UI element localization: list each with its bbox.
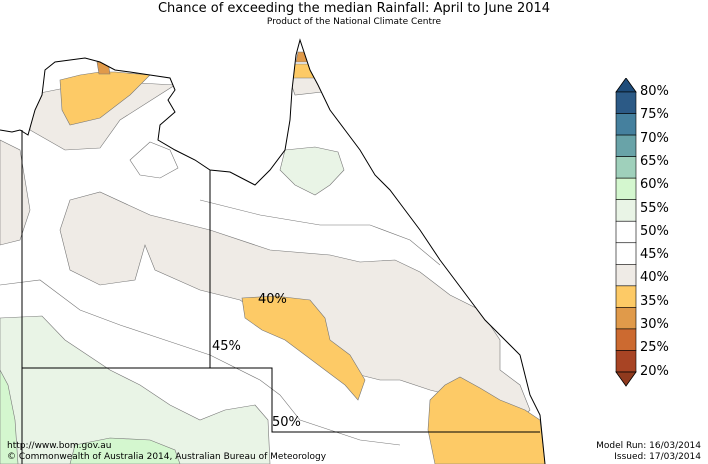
legend-label: 50% [640, 223, 669, 239]
map-subtitle: Product of the National Climate Centre [266, 17, 442, 27]
legend-label: 45% [640, 247, 669, 263]
legend-swatch [615, 177, 637, 200]
region-35-40 [241, 295, 366, 401]
legend-label: 60% [640, 177, 669, 193]
legend-swatch [615, 242, 637, 265]
copyright-text: © Commonwealth of Australia 2014, Austra… [7, 452, 327, 462]
legend-label: 40% [640, 270, 669, 286]
color-legend: 80% 75% 70% 65% 60% 55% 50% 45% 40% 35% 30% 25% 20% [614, 78, 704, 388]
legend-swatch [615, 91, 637, 114]
rainfall-map [0, 38, 546, 464]
state-border [210, 367, 540, 433]
legend-swatch [615, 328, 637, 351]
source-url: http://www.bom.gov.au [7, 441, 112, 451]
legend-swatch [615, 264, 637, 287]
contour-label-40: 40% [258, 292, 287, 307]
issued-date: Issued: 17/03/2014 [614, 452, 701, 462]
region-45-55 [129, 141, 179, 179]
legend-colorbar [615, 78, 637, 387]
contour-label-50: 50% [272, 415, 301, 430]
legend-label: 65% [640, 153, 669, 169]
region-55-60 [0, 315, 271, 464]
region-60-65 [69, 437, 181, 464]
legend-swatch [615, 199, 637, 222]
legend-label: 75% [640, 107, 669, 123]
legend-swatch [615, 156, 637, 179]
region-35-40 [427, 376, 545, 464]
region-60-65 [0, 369, 19, 464]
legend-swatch [615, 220, 637, 244]
legend-label: 25% [640, 340, 669, 356]
model-run-date: Model Run: 16/03/2014 [596, 441, 701, 451]
legend-swatch [615, 113, 637, 136]
legend-label: 80% [640, 84, 669, 99]
legend-swatch [615, 285, 637, 308]
legend-swatch [615, 134, 637, 157]
contour-label-45: 45% [212, 339, 241, 354]
coastline [0, 38, 546, 464]
region-55-60 [279, 146, 345, 196]
region-35-40 [291, 63, 316, 79]
legend-label: 20% [640, 363, 669, 379]
legend-label: 35% [640, 293, 669, 309]
region-30-35 [295, 51, 309, 63]
legend-label: 55% [640, 200, 669, 216]
legend-label: 70% [640, 130, 669, 146]
legend-label: 30% [640, 317, 669, 332]
map-title: Chance of exceeding the median Rainfall:… [157, 1, 551, 16]
legend-swatch [615, 350, 637, 373]
region-35-40 [59, 71, 151, 126]
legend-swatch [615, 307, 637, 330]
